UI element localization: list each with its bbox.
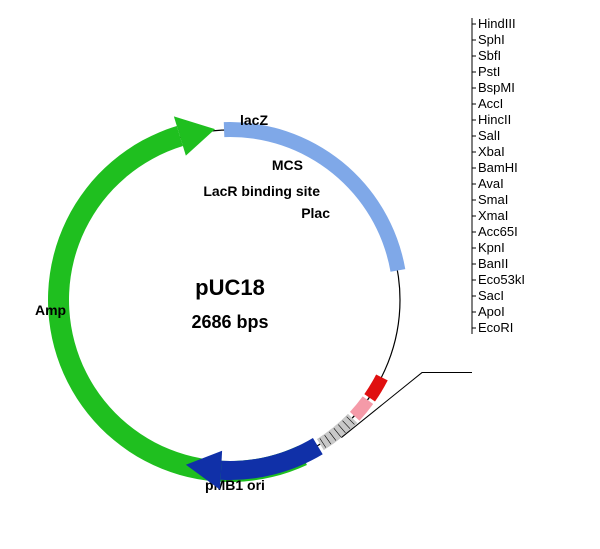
- feature-plac: Plac: [301, 205, 388, 402]
- feature-label-lacr: LacR binding site: [203, 183, 320, 199]
- feature-label-mcs: MCS: [272, 157, 303, 173]
- enzyme-item: Eco53kI: [478, 272, 525, 287]
- enzyme-item: AvaI: [478, 176, 504, 191]
- plasmid-size: 2686 bps: [191, 312, 268, 332]
- enzyme-item: PstI: [478, 64, 500, 79]
- feature-label-lacz: lacZ: [240, 112, 268, 128]
- enzyme-item: HincII: [478, 112, 511, 127]
- feature-lacr: LacR binding site: [203, 183, 373, 421]
- enzyme-item: BamHI: [478, 160, 518, 175]
- enzyme-item: KpnI: [478, 240, 505, 255]
- enzyme-item: SalI: [478, 128, 500, 143]
- enzyme-list: HindIIISphISbfIPstIBspMIAccIHincIISalIXb…: [472, 16, 525, 335]
- enzyme-item: HindIII: [478, 16, 516, 31]
- enzyme-item: EcoRI: [478, 320, 513, 335]
- feature-mcs: MCS: [272, 157, 357, 450]
- feature-label-amp: Amp: [35, 302, 66, 318]
- enzyme-item: Acc65I: [478, 224, 518, 239]
- enzyme-item: BspMI: [478, 80, 515, 95]
- enzyme-item: SmaI: [478, 192, 508, 207]
- enzyme-item: ApoI: [478, 304, 505, 319]
- feature-amp: Amp: [35, 116, 307, 482]
- enzyme-item: AccI: [478, 96, 503, 111]
- plasmid-name: pUC18: [195, 275, 265, 300]
- enzyme-item: SphI: [478, 32, 505, 47]
- enzyme-item: XmaI: [478, 208, 508, 223]
- enzyme-item: BanII: [478, 256, 508, 271]
- feature-label-plac: Plac: [301, 205, 330, 221]
- enzyme-item: SacI: [478, 288, 504, 303]
- feature-pmb1ori: pMB1 ori: [205, 122, 405, 493]
- enzyme-item: SbfI: [478, 48, 501, 63]
- enzyme-item: XbaI: [478, 144, 505, 159]
